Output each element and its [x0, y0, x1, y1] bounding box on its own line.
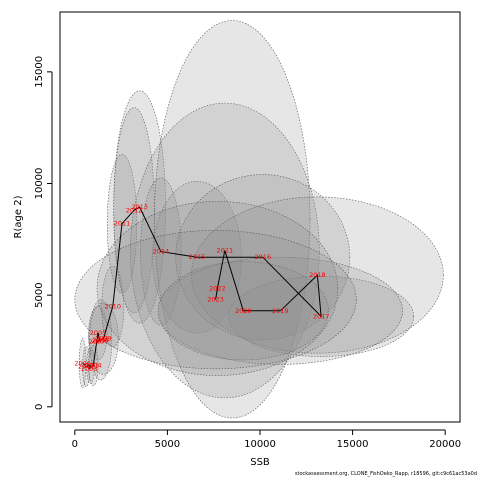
year-label-2021: 2021 — [217, 246, 234, 254]
year-label-2002: 2002 — [82, 362, 99, 370]
y-tick-label-0: 0 — [34, 404, 45, 410]
trajectory-line — [82, 206, 322, 370]
year-label-2006: 2006 — [92, 337, 109, 345]
year-label-2018: 2018 — [309, 271, 326, 279]
x-tick-label-15000: 15000 — [337, 439, 369, 450]
y-tick-label-5000: 5000 — [34, 282, 45, 307]
x-axis: 0 5000 10000 15000 20000 — [72, 429, 461, 450]
year-label-2012: 2012 — [126, 206, 143, 214]
year-label-2023: 2023 — [207, 296, 224, 304]
year-label-2015: 2015 — [189, 253, 206, 261]
trajectory-line-group — [82, 206, 322, 370]
year-label-2017: 2017 — [313, 312, 330, 320]
credit-text: stockassessment.org, CLONE_FishOeko_Rapp… — [294, 471, 477, 477]
x-tick-label-10000: 10000 — [244, 439, 276, 450]
plot-frame — [59, 11, 461, 423]
year-label-2000: 2000 — [74, 359, 91, 367]
y-axis: 0 5000 10000 15000 — [34, 56, 53, 410]
year-label-2013: 2013 — [131, 203, 148, 211]
year-label-2007: 2007 — [89, 338, 106, 346]
year-label-2009: 2009 — [95, 335, 112, 343]
y-axis-title: R(age 2) — [13, 195, 24, 238]
uncertainty-ellipse-22 — [74, 230, 357, 370]
x-axis-title: SSB — [250, 457, 270, 468]
year-label-2011: 2011 — [114, 220, 131, 228]
year-label-2016: 2016 — [255, 253, 272, 261]
y-tick-label-15000: 15000 — [34, 56, 45, 88]
year-label-2003: 2003 — [81, 365, 98, 373]
x-tick-label-5000: 5000 — [155, 439, 180, 450]
year-label-2022: 2022 — [209, 284, 226, 292]
uncertainty-ellipse-15 — [154, 20, 311, 419]
x-tick-label-20000: 20000 — [429, 439, 461, 450]
year-label-2019: 2019 — [272, 307, 289, 315]
year-label-2005: 2005 — [90, 329, 107, 337]
year-label-2020: 2020 — [235, 307, 252, 315]
x-tick-label-0: 0 — [72, 439, 78, 450]
y-tick-label-10000: 10000 — [34, 168, 45, 200]
year-label-2001: 2001 — [78, 363, 95, 371]
year-label-2014: 2014 — [153, 248, 170, 256]
year-label-2004: 2004 — [85, 362, 102, 370]
year-label-2008: 2008 — [92, 336, 109, 344]
year-label-2010: 2010 — [105, 302, 122, 310]
